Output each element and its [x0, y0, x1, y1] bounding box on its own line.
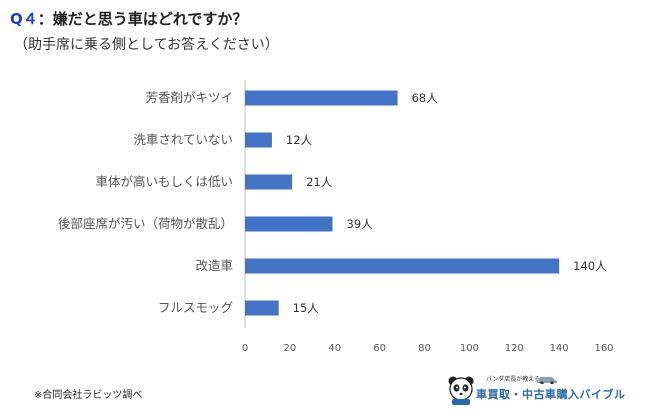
category-label: 芳香剤がキツイ [145, 90, 233, 105]
data-label: 12人 [286, 133, 313, 147]
chart-title: Q４：嫌だと思う車はどれですか？ [10, 8, 247, 29]
x-tick-label: 20 [284, 343, 297, 354]
data-label: 68人 [412, 91, 439, 105]
data-label: 21人 [306, 175, 333, 189]
category-label: 後部座席が汚い（荷物が散乱） [58, 216, 233, 231]
category-label: 改造車 [195, 258, 233, 273]
x-tick-label: 100 [460, 343, 479, 354]
x-tick-label: 40 [328, 343, 341, 354]
x-tick-label: 0 [242, 343, 248, 354]
x-tick-label: 80 [418, 343, 431, 354]
bar [245, 216, 333, 232]
logo-tagline: パンダ店長が教える [486, 376, 541, 383]
data-label: 140人 [573, 259, 607, 273]
bar [245, 258, 560, 274]
x-tick-label: 160 [594, 343, 613, 354]
logo-name: 車買取・中古車購入バイブル [476, 388, 626, 401]
bar [245, 300, 279, 316]
bar [245, 174, 293, 190]
question-text: ：嫌だと思う車はどれですか？ [37, 10, 248, 28]
chart-subtitle: （助手席に乗る側としてお答えください） [14, 37, 279, 53]
x-tick-label: 120 [505, 343, 524, 354]
data-label: 39人 [347, 217, 374, 231]
data-label: 15人 [293, 301, 320, 315]
bar [245, 90, 398, 106]
x-tick-label: 60 [373, 343, 386, 354]
x-tick-label: 140 [550, 343, 569, 354]
site-logo: パンダ店長が教える 車買取・中古車購入バイブル [446, 372, 636, 406]
bar [245, 132, 272, 148]
question-number: Q４ [10, 10, 38, 28]
category-label: フルスモッグ [158, 300, 233, 315]
source-note: ※合同会社ラビッツ調べ [34, 390, 143, 401]
panda-icon [448, 376, 474, 405]
category-label: 洗車されていない [133, 132, 233, 147]
category-label: 車体が高いもしくは低い [95, 174, 233, 189]
car-icon [537, 377, 557, 384]
